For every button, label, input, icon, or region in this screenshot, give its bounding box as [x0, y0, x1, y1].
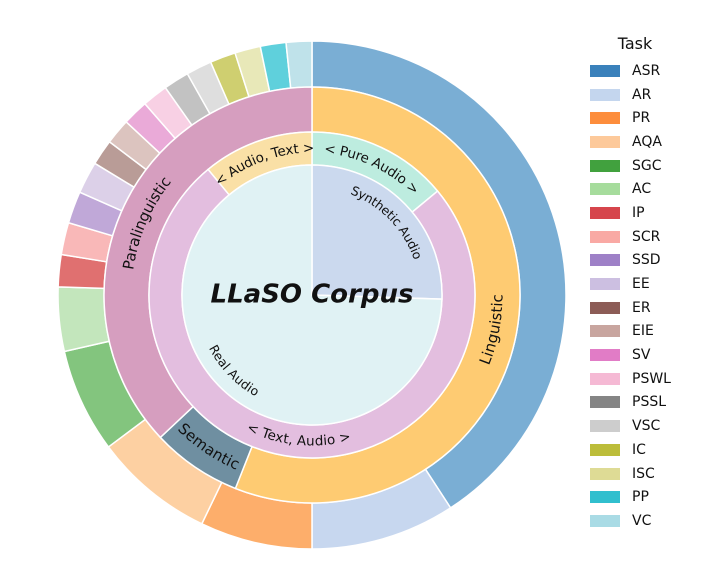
legend-items: ASR AR PR AQA SGC AC IP SCR SSD EE ER EIE SV PSWL PSSL…: [590, 59, 700, 533]
legend-swatch: [590, 112, 620, 125]
outer-slice-ac: [57, 286, 111, 353]
legend-swatch: [590, 135, 620, 148]
legend-item-vc: VC: [590, 509, 700, 533]
legend-label: ISC: [632, 465, 655, 482]
legend-label: PSSL: [632, 394, 667, 411]
legend-label: AQA: [632, 133, 662, 150]
legend-item-sgc: SGC: [590, 154, 700, 178]
legend-item-pr: PR: [590, 106, 700, 130]
chart-title: LLaSO Corpus: [211, 280, 414, 310]
legend-swatch: [590, 206, 620, 219]
legend-swatch: [590, 88, 620, 101]
legend-label: ASR: [632, 62, 661, 79]
legend-label: AC: [632, 181, 652, 198]
legend-label: AR: [632, 86, 652, 103]
middle-ring: [103, 86, 521, 504]
legend-item-pp: PP: [590, 485, 700, 509]
core-ring: [181, 164, 443, 426]
legend-item-asr: ASR: [590, 59, 700, 83]
legend-swatch: [590, 420, 620, 433]
legend-item-ar: AR: [590, 83, 700, 107]
legend-swatch: [590, 443, 620, 456]
legend-label: SSD: [632, 252, 661, 269]
legend-label: IC: [632, 441, 646, 458]
legend-label: VC: [632, 512, 652, 529]
legend-swatch: [590, 325, 620, 338]
legend-swatch: [590, 372, 620, 385]
legend-label: PR: [632, 110, 651, 127]
legend-label: VSC: [632, 418, 661, 435]
legend-swatch: [590, 349, 620, 362]
legend-item-ic: IC: [590, 438, 700, 462]
legend-swatch: [590, 254, 620, 267]
legend-item-isc: ISC: [590, 462, 700, 486]
core-slice-synthetic-audio: [311, 164, 443, 300]
legend-swatch: [590, 514, 620, 527]
legend-swatch: [590, 64, 620, 77]
legend-item-eie: EIE: [590, 320, 700, 344]
legend-swatch: [590, 301, 620, 314]
legend-item-vsc: VSC: [590, 414, 700, 438]
legend-item-er: ER: [590, 296, 700, 320]
legend: Task ASR AR PR AQA SGC AC IP SCR SSD EE ER EIE SV PSW…: [590, 34, 700, 533]
legend-item-ip: IP: [590, 201, 700, 225]
legend-label: SV: [632, 347, 651, 364]
legend-item-pssl: PSSL: [590, 391, 700, 415]
outer-slice-vc: [285, 40, 313, 89]
legend-label: IP: [632, 204, 645, 221]
legend-item-sv: SV: [590, 343, 700, 367]
legend-swatch: [590, 491, 620, 504]
legend-item-ssd: SSD: [590, 249, 700, 273]
legend-swatch: [590, 278, 620, 291]
legend-label: PSWL: [632, 370, 671, 387]
legend-item-ee: EE: [590, 272, 700, 296]
legend-swatch: [590, 183, 620, 196]
legend-title: Task: [617, 34, 653, 53]
legend-label: SGC: [632, 157, 662, 174]
legend-swatch: [590, 467, 620, 480]
legend-swatch: [590, 159, 620, 172]
legend-label: SCR: [632, 228, 661, 245]
legend-label: EE: [632, 276, 650, 293]
legend-swatch: [590, 230, 620, 243]
legend-label: EIE: [632, 323, 654, 340]
legend-swatch: [590, 396, 620, 409]
inner-ring: [148, 131, 476, 459]
legend-item-pswl: PSWL: [590, 367, 700, 391]
legend-item-aqa: AQA: [590, 130, 700, 154]
legend-label: PP: [632, 489, 649, 506]
core-slice-real-audio: [181, 164, 443, 426]
legend-item-ac: AC: [590, 177, 700, 201]
legend-item-scr: SCR: [590, 225, 700, 249]
legend-label: ER: [632, 299, 651, 316]
